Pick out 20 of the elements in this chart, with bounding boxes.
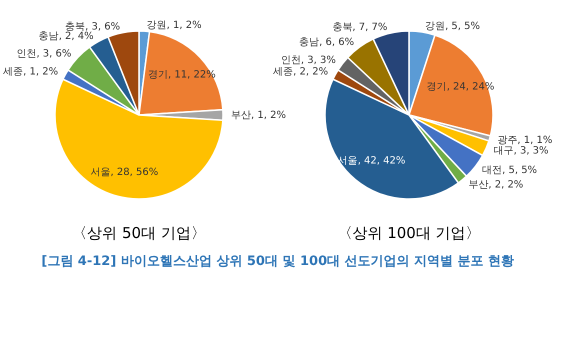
slice-label: 부산, 2, 2% [468, 179, 524, 190]
text: [그림 4-12] 바이오헬스산업 상위 50대 및 100대 선도기업의 지역별 분포 현황 [41, 254, 514, 269]
slice-label: 세종, 1, 2% [3, 66, 58, 78]
slice-label: 충남, 6, 6% [299, 37, 354, 48]
slice-label: 강원, 5, 5% [425, 21, 480, 32]
slice-label: 세종, 2, 2% [273, 66, 328, 78]
slice-label: 광주, 1, 1% [497, 135, 552, 146]
slice-label: 대전, 5, 5% [482, 165, 538, 176]
text: 〈상위 50대 기업〉 [72, 224, 206, 242]
slice-label: 서울, 28, 56% [90, 166, 158, 178]
slice-label: 충북, 3, 6% [65, 22, 120, 33]
slice-label: 대구, 3, 3% [494, 146, 549, 157]
slice-label: 인천, 3, 3% [280, 54, 336, 66]
slice-label: 강원, 1, 2% [146, 20, 202, 32]
slice-label: 충남, 2, 4% [38, 31, 94, 42]
slice-label: 부산, 1, 2% [231, 110, 286, 121]
slice-label: 서울, 42, 42% [338, 155, 406, 166]
slice-label: 인천, 3, 6% [16, 48, 72, 60]
slice-label: 충북, 7, 7% [332, 22, 388, 34]
text: 〈상위 100대 기업〉 [337, 224, 481, 242]
